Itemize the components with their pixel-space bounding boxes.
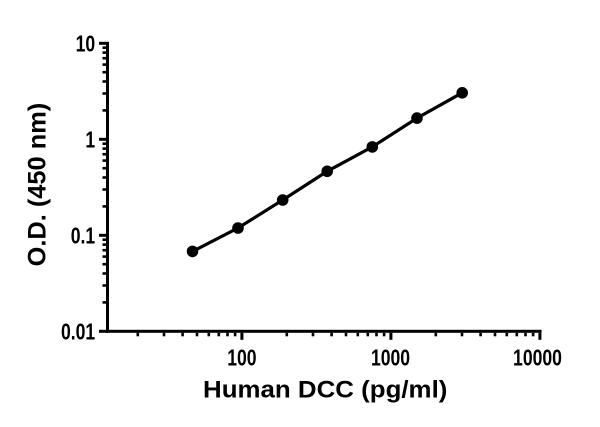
svg-text:Human DCC (pg/ml): Human DCC (pg/ml) — [203, 376, 447, 403]
svg-text:10000: 10000 — [513, 345, 562, 371]
svg-text:100: 100 — [227, 345, 256, 371]
svg-text:10: 10 — [76, 31, 96, 57]
svg-text:0.01: 0.01 — [61, 319, 95, 345]
svg-text:0.1: 0.1 — [71, 223, 95, 249]
svg-text:O.D. (450 nm): O.D. (450 nm) — [23, 103, 51, 267]
svg-text:1000: 1000 — [371, 345, 410, 371]
svg-text:1: 1 — [85, 127, 95, 153]
